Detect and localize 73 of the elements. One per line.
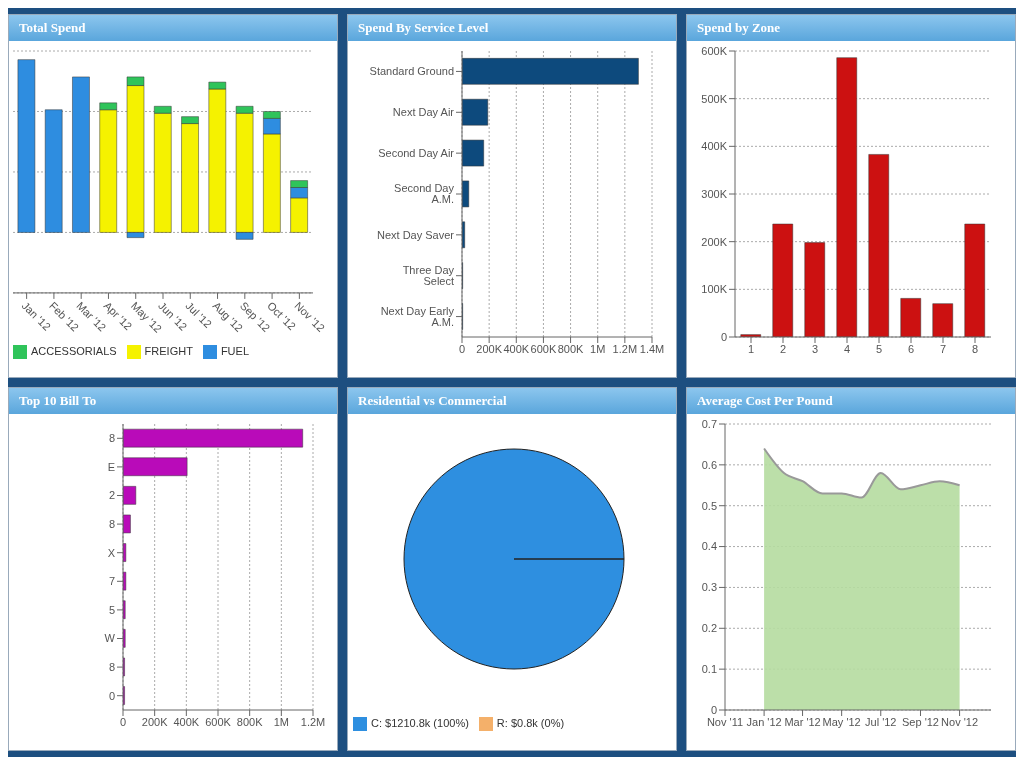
y-tick-label: 0.2 [701,622,717,635]
chart-title: Residential vs Commercial [348,388,676,414]
legend-label: FREIGHT [144,344,193,357]
y-tick-label: 0.7 [701,417,717,430]
chart-title: Top 10 Bill To [9,388,337,414]
x-tick-label: 200K [141,715,169,728]
y-tick-label: Three Day Select [402,264,455,288]
x-tick-label: 0 [119,715,127,728]
x-tick-label: Nov '11 [706,715,744,728]
legend-label: ACCESSORIALS [31,344,117,357]
legend-label: C: $1210.8k (100%) [371,716,469,729]
y-tick-label: 0.6 [701,458,717,471]
x-tick-label: 1M [273,715,289,728]
y-tick-label: 0.1 [701,663,717,676]
y-tick-label: 8 [108,432,115,445]
y-tick-label: 8 [108,661,115,674]
x-tick-label: 600K [530,342,557,355]
y-tick-label: Next Day Early A.M. [380,304,455,328]
y-tick-label: 100K [701,283,728,296]
x-tick-label: 7 [939,342,947,355]
x-tick-label: 800K [557,342,585,355]
y-tick-label: 600K [701,44,728,57]
x-tick-label: 200K [476,342,503,355]
x-tick-label: 1.2M [612,342,638,355]
x-tick-label: Jul '12 [865,715,897,728]
y-tick-label: 400K [701,140,728,153]
y-tick-label: Next Day Saver [376,228,455,241]
y-tick-label: 0.5 [701,499,717,512]
y-tick-label: E [107,460,115,473]
x-tick-label: 1M [590,342,606,355]
x-tick-label: 0 [458,342,466,355]
x-tick-label: 2 [779,342,787,355]
x-tick-label: 400K [173,715,200,728]
y-tick-label: 200K [701,235,728,248]
y-tick-label: W [104,632,116,645]
x-tick-label: May '12 [822,715,861,728]
x-tick-label: 400K [503,342,530,355]
y-tick-label: Standard Ground [369,65,454,78]
chart-title: Total Spend [9,15,337,41]
chart-title: Spend By Service Level [348,15,676,41]
y-tick-label: 0 [720,330,727,343]
x-tick-label: Jan '12 [746,715,782,728]
legend-label: FUEL [220,344,249,357]
y-tick-label: 0.3 [701,581,717,594]
legend-label: R: $0.8k (0%) [496,716,565,729]
x-tick-label: Nov '12 [941,715,979,728]
y-tick-label: 2 [108,489,115,502]
chart-title: Spend by Zone [687,15,1015,41]
y-tick-label: 500K [701,92,728,105]
y-tick-label: Second Day Air [378,147,455,160]
x-tick-label: 3 [811,342,819,355]
x-tick-label: Sep '12 [902,715,939,728]
y-tick-label: 5 [108,603,115,616]
y-tick-label: 0 [710,703,717,716]
x-tick-label: 1 [747,342,755,355]
y-tick-label: 0 [108,689,115,702]
y-tick-label: 7 [108,575,115,588]
y-tick-label: 8 [108,518,115,531]
x-tick-label: 4 [843,342,851,355]
x-tick-label: 6 [907,342,915,355]
y-tick-label: 0.4 [701,540,717,553]
y-tick-label: Second Day A.M. [394,182,455,206]
x-tick-label: 1.4M [639,342,665,355]
x-tick-label: 5 [875,342,883,355]
y-tick-label: 300K [701,187,728,200]
y-tick-label: X [107,546,116,559]
x-tick-label: 800K [236,715,264,728]
x-tick-label: 1.2M [300,715,326,728]
chart-title: Average Cost Per Pound [687,388,1015,414]
y-tick-label: Next Day Air [392,106,455,119]
x-tick-label: 600K [205,715,232,728]
x-tick-label: Mar '12 [784,715,821,728]
x-tick-label: 8 [971,342,979,355]
